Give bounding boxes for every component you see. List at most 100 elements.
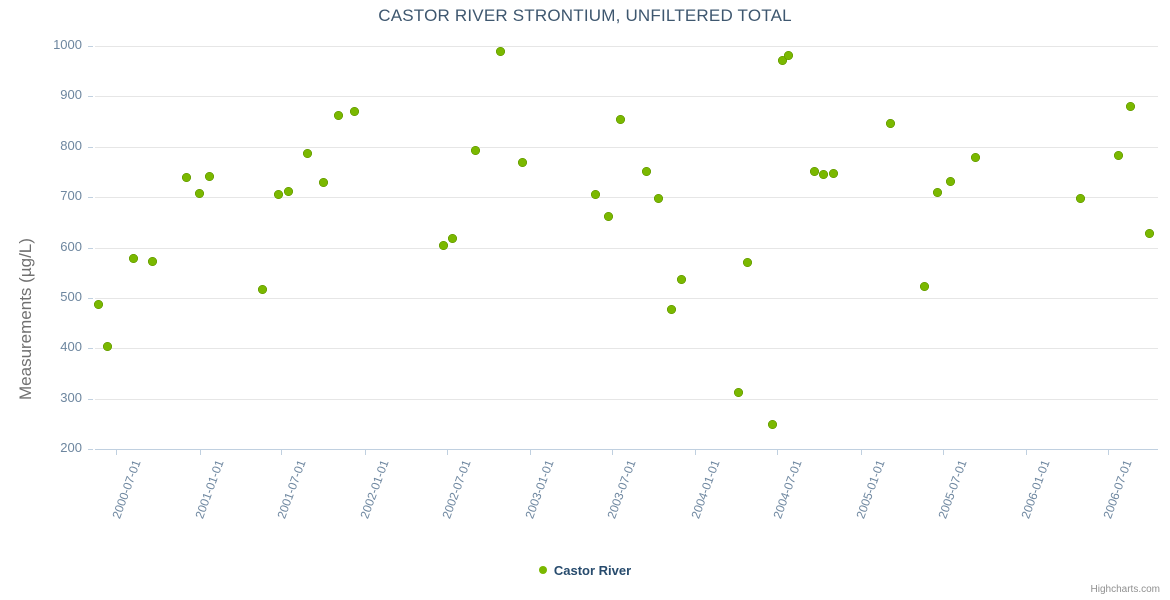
x-tick-label: 2002-07-01 [439, 458, 474, 521]
x-tick-mark [446, 450, 448, 455]
data-point[interactable] [1145, 229, 1155, 239]
data-point[interactable] [258, 284, 268, 294]
x-tick-mark [1025, 450, 1027, 455]
data-point[interactable] [195, 188, 205, 198]
data-point[interactable] [495, 47, 505, 57]
data-point[interactable] [103, 342, 113, 352]
data-point[interactable] [784, 51, 794, 61]
data-point[interactable] [641, 166, 651, 176]
data-point[interactable] [302, 149, 312, 159]
data-point[interactable] [274, 189, 284, 199]
y-tick-mark [88, 398, 93, 400]
data-point[interactable] [777, 55, 787, 65]
x-tick-mark [281, 450, 283, 455]
data-point[interactable] [283, 186, 293, 196]
data-point[interactable] [920, 282, 930, 292]
y-gridline [95, 96, 1158, 98]
data-point[interactable] [438, 240, 448, 250]
data-point[interactable] [616, 114, 626, 124]
data-point[interactable] [591, 189, 600, 199]
y-tick-mark [88, 348, 93, 350]
x-tick-label: 2000-07-01 [109, 458, 144, 521]
y-tick-mark [88, 146, 93, 148]
y-tick-label: 1000 [53, 37, 82, 52]
x-tick-label: 2006-07-01 [1100, 458, 1135, 521]
data-point[interactable] [933, 187, 943, 197]
data-point[interactable] [1075, 193, 1085, 203]
y-axis-title: Measurements (µg/L) [16, 238, 35, 400]
data-point[interactable] [182, 173, 192, 183]
x-tick-mark [695, 450, 697, 455]
x-tick-mark [942, 450, 944, 455]
data-point[interactable] [768, 420, 778, 430]
y-gridline [95, 46, 1158, 47]
x-tick-mark [364, 450, 366, 455]
x-tick-mark [199, 450, 201, 455]
data-point[interactable] [518, 157, 528, 167]
y-tick-mark [88, 297, 93, 299]
data-point[interactable] [945, 177, 955, 186]
data-point[interactable] [733, 388, 743, 398]
x-tick-mark [116, 450, 118, 455]
y-tick-label: 400 [60, 339, 82, 355]
data-point[interactable] [470, 145, 480, 155]
plot-area [93, 46, 1158, 450]
data-point[interactable] [93, 299, 103, 309]
x-tick-label: 2005-07-01 [935, 458, 970, 521]
data-point[interactable] [971, 152, 981, 162]
data-point[interactable] [743, 258, 753, 268]
x-tick-mark [1107, 450, 1109, 455]
data-point[interactable] [1126, 101, 1136, 111]
data-point[interactable] [667, 305, 677, 315]
data-point[interactable] [318, 178, 328, 188]
data-point[interactable] [147, 256, 157, 266]
y-tick-mark [88, 449, 93, 450]
x-tick-label: 2005-01-01 [853, 458, 888, 521]
x-tick-label: 2006-01-01 [1018, 458, 1054, 521]
data-point[interactable] [334, 110, 344, 120]
data-point[interactable] [819, 169, 829, 179]
y-gridline [95, 146, 1158, 148]
x-tick-label: 2002-01-01 [357, 458, 392, 521]
chart-legend: Castor River [0, 562, 1170, 578]
data-point[interactable] [654, 194, 664, 204]
data-point[interactable] [204, 171, 214, 181]
data-point[interactable] [128, 253, 138, 263]
data-point[interactable] [809, 167, 819, 177]
x-tick-mark [860, 450, 862, 455]
x-tick-label: 2001-07-01 [274, 458, 309, 521]
x-tick-mark [529, 450, 531, 455]
legend-item[interactable]: Castor River [538, 562, 631, 578]
x-tick-mark [777, 450, 779, 455]
y-tick-mark [88, 197, 93, 199]
y-gridline [95, 247, 1158, 249]
data-point[interactable] [828, 168, 838, 178]
x-tick-label: 2003-07-01 [604, 458, 639, 521]
y-tick-mark [88, 96, 93, 98]
x-tick-label: 2003-01-01 [522, 458, 558, 521]
x-tick-label: 2001-01-01 [192, 458, 227, 521]
y-tick-label: 600 [60, 238, 82, 254]
y-tick-mark [88, 46, 93, 47]
y-tick-label: 300 [60, 389, 82, 405]
data-point[interactable] [1113, 150, 1123, 160]
data-point[interactable] [448, 234, 458, 244]
y-tick-label: 700 [60, 188, 82, 204]
y-gridline [95, 398, 1158, 400]
y-gridline [95, 348, 1158, 350]
chart-title: CASTOR RIVER STRONTIUM, UNFILTERED TOTAL [378, 6, 792, 25]
data-point[interactable] [885, 119, 895, 129]
data-point[interactable] [603, 211, 613, 221]
x-tick-label: 2004-01-01 [688, 458, 723, 521]
data-point[interactable] [350, 106, 360, 116]
x-axis-line [95, 449, 1158, 450]
data-point[interactable] [676, 274, 686, 284]
y-tick-label: 200 [60, 440, 82, 455]
x-tick-mark [611, 450, 613, 455]
y-tick-label: 800 [60, 137, 82, 153]
y-gridline [95, 297, 1158, 299]
y-gridline [95, 197, 1158, 199]
y-tick-label: 500 [60, 288, 82, 304]
x-tick-label: 2004-07-01 [770, 458, 805, 521]
